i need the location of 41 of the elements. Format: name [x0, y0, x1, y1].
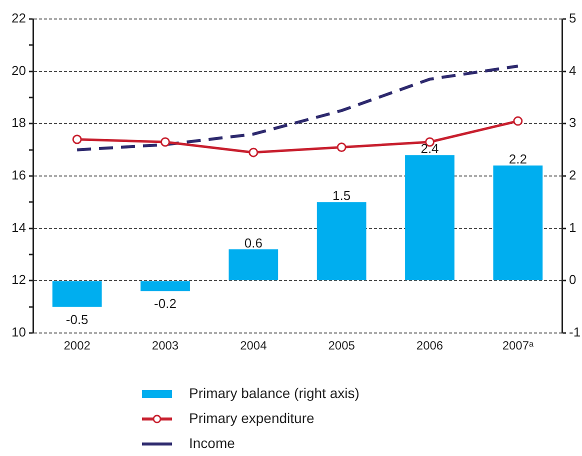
- point: [72, 134, 82, 144]
- y-tick-label: 22: [12, 10, 26, 26]
- data-label: 2.4: [420, 141, 439, 156]
- y2-tick-label: 1: [569, 220, 576, 235]
- data-label: -0.2: [154, 296, 176, 312]
- y-tick-label: 10: [12, 324, 26, 340]
- y2-tick-label: 4: [569, 62, 576, 78]
- y-tick-label: 14: [12, 220, 26, 235]
- x-tick-label: 2005: [328, 338, 356, 353]
- bar: [228, 249, 278, 280]
- bar: [316, 202, 366, 280]
- x-tick-label: 2007ᵃ: [502, 338, 534, 353]
- legend-label: Income: [189, 434, 236, 451]
- x-tick-label: 2004: [240, 338, 268, 353]
- x-tick-label: 2003: [152, 338, 179, 353]
- y2-tick-label: 5: [569, 10, 576, 26]
- x-tick-label: 2006: [416, 338, 444, 353]
- bar: [52, 281, 102, 307]
- y-tick-label: 12: [12, 272, 26, 288]
- point: [160, 137, 170, 147]
- y2-tick-label: 2: [569, 168, 576, 183]
- legend-label: Primary balance (right axis): [189, 384, 360, 401]
- point: [336, 142, 346, 152]
- point: [513, 116, 523, 126]
- y2-tick-label: 0: [569, 272, 576, 288]
- data-label: 0.6: [244, 235, 262, 250]
- bar: [493, 166, 543, 280]
- point: [248, 148, 258, 158]
- line-series: [76, 64, 520, 152]
- y2-tick-label: 3: [569, 115, 576, 130]
- bar: [140, 281, 190, 292]
- y2-tick-label: -1: [569, 324, 581, 340]
- x-tick-label: 2002: [64, 338, 91, 353]
- data-label: 1.5: [332, 188, 351, 204]
- y-tick-label: 20: [12, 62, 26, 78]
- data-label: -0.5: [66, 312, 88, 327]
- y-tick-label: 18: [12, 115, 26, 130]
- legend-label: Primary expenditure: [189, 410, 314, 426]
- bar: [405, 155, 454, 280]
- y-tick-label: 16: [12, 168, 26, 183]
- data-label: 2.2: [508, 152, 527, 167]
